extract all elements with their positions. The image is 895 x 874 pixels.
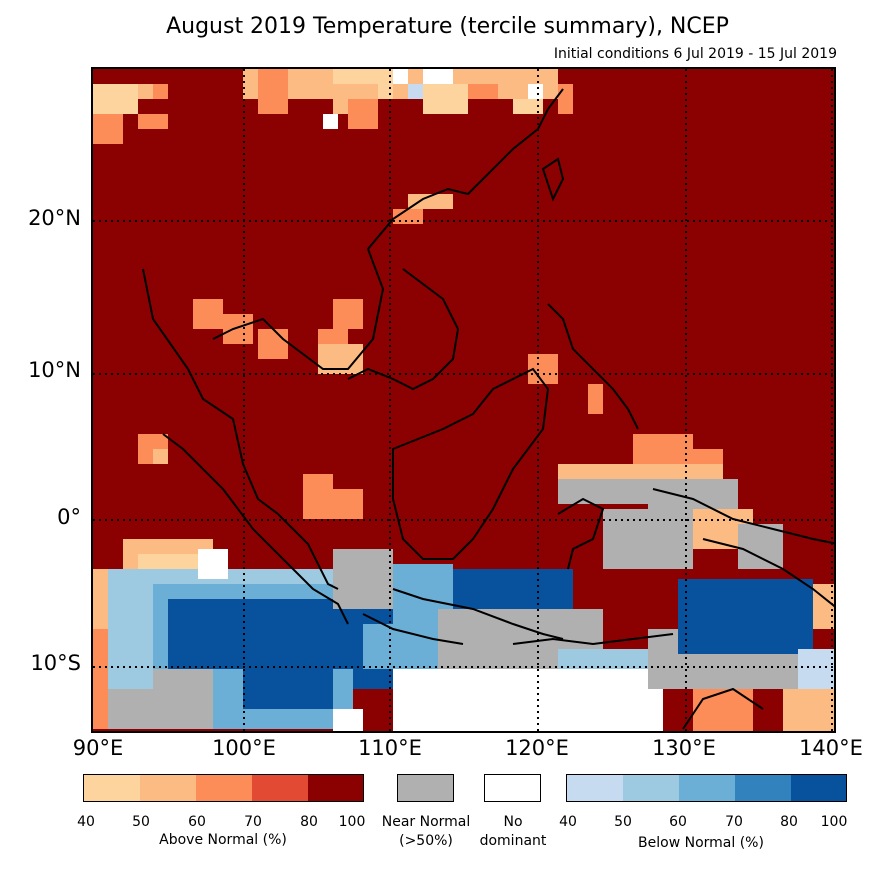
no-dominant-fill	[485, 775, 540, 801]
above-tick-60: 60	[188, 814, 206, 830]
above-cell-60	[196, 775, 252, 801]
forecast-map	[93, 69, 834, 731]
lon-label-90e: 90°E	[72, 736, 124, 760]
map-title: August 2019 Temperature (tercile summary…	[166, 14, 729, 39]
near-normal-label: Near Normal	[381, 814, 471, 830]
north-light-patches	[93, 69, 573, 224]
lon-label-120e: 120°E	[505, 736, 569, 760]
below-tick-60: 60	[669, 814, 687, 830]
above-tick-50: 50	[132, 814, 150, 830]
lon-label-130e: 130°E	[652, 736, 716, 760]
no-dominant-sub: dominant	[479, 833, 547, 849]
below-cell-80	[791, 775, 846, 801]
below-normal-caption: Below Normal (%)	[638, 835, 764, 851]
coastlines	[142, 88, 834, 730]
near-normal-fill	[398, 775, 453, 801]
graticule	[93, 69, 834, 731]
mainland-patches	[138, 299, 603, 519]
east-patches	[558, 434, 834, 629]
lat-label-0: 0°	[57, 505, 81, 529]
below-cell-60	[679, 775, 735, 801]
above-cell-80	[308, 775, 363, 801]
below-tick-40: 40	[559, 814, 577, 830]
lat-label-10s: 10°S	[30, 651, 81, 675]
no-dominant-label: No	[503, 814, 523, 830]
map-subtitle: Initial conditions 6 Jul 2019 - 15 Jul 2…	[553, 46, 837, 62]
lon-label-110e: 110°E	[358, 736, 422, 760]
south-patches	[93, 539, 834, 731]
map-frame	[91, 67, 836, 733]
lon-label-140e: 140°E	[799, 736, 863, 760]
below-cell-50	[623, 775, 679, 801]
below-tick-100: 100	[820, 814, 848, 830]
no-dominant-swatch	[484, 774, 541, 802]
lat-label-10n: 10°N	[28, 358, 81, 382]
above-tick-70: 70	[244, 814, 262, 830]
above-cell-40	[84, 775, 140, 801]
near-normal-sub: (>50%)	[399, 833, 453, 849]
lon-label-100e: 100°E	[212, 736, 276, 760]
above-tick-80: 80	[300, 814, 318, 830]
lat-label-20n: 20°N	[28, 206, 81, 230]
above-normal-colorbar	[83, 774, 364, 802]
above-tick-40: 40	[77, 814, 95, 830]
below-tick-50: 50	[614, 814, 632, 830]
below-cell-40	[567, 775, 623, 801]
above-normal-caption: Above Normal (%)	[159, 832, 287, 848]
below-tick-80: 80	[780, 814, 798, 830]
above-tick-100: 100	[338, 814, 366, 830]
above-cell-70	[252, 775, 308, 801]
below-cell-70	[735, 775, 791, 801]
below-tick-70: 70	[725, 814, 743, 830]
above-cell-50	[140, 775, 196, 801]
near-normal-swatch	[397, 774, 454, 802]
below-normal-colorbar	[566, 774, 847, 802]
